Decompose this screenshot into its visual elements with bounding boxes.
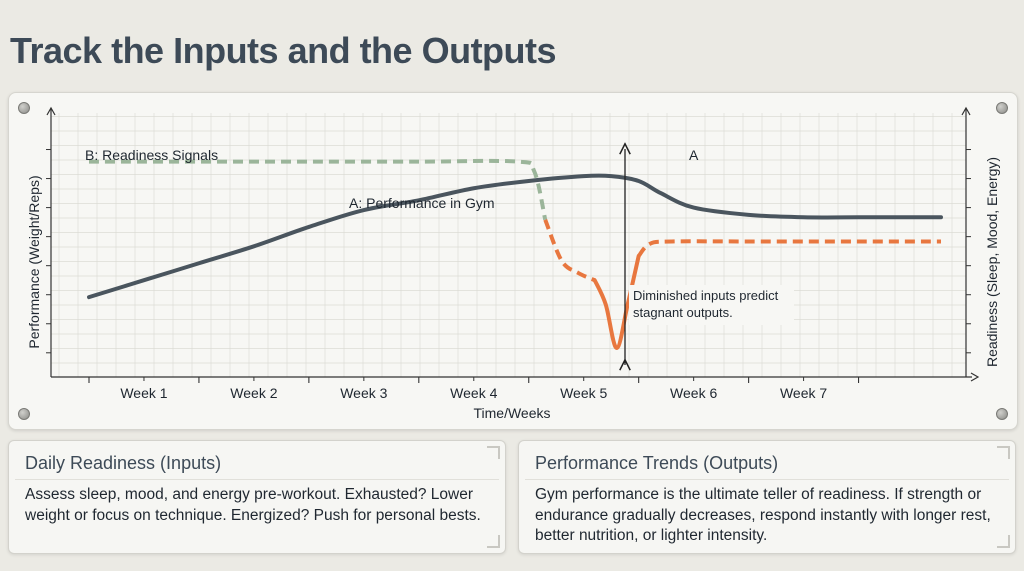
series-label-readiness: B: Readiness Signals [85, 147, 218, 163]
readiness-line-orange-recovery [637, 239, 941, 258]
card-body: Gym performance is the ultimate teller o… [535, 486, 991, 544]
x-tick-label: Week 4 [450, 385, 497, 401]
x-tick-label: Week 3 [340, 385, 387, 401]
card-divider [15, 479, 499, 480]
readiness-line-green [89, 158, 548, 221]
card-divider [525, 479, 1009, 480]
screw-icon [996, 408, 1008, 420]
chart-panel: Week 1 Week 2 Week 3 Week 4 Week 5 Week 6 Week… [8, 92, 1018, 430]
line-chart: Week 1 Week 2 Week 3 Week 4 Week 5 Week 6 Week… [26, 106, 1000, 421]
series-end-label-performance: A [689, 147, 699, 163]
card-title: Daily Readiness (Inputs) [25, 453, 222, 473]
card-body: Assess sleep, mood, and energy pre-worko… [25, 486, 481, 524]
x-tick-label: Week 5 [560, 385, 607, 401]
y-axis-label-right: Readiness (Sleep, Mood, Energy) [984, 157, 1000, 367]
corner-bracket-icon [997, 446, 1010, 459]
corner-bracket-icon [997, 535, 1010, 548]
x-tick-label: Week 1 [120, 385, 167, 401]
y-axis-arrow-icon [46, 106, 56, 116]
card-title: Performance Trends (Outputs) [535, 453, 779, 473]
chart-series [87, 158, 943, 350]
chart-axes: Week 1 Week 2 Week 3 Week 4 Week 5 Week 6 Week… [46, 106, 980, 401]
corner-bracket-icon [487, 446, 500, 459]
x-tick-label: Week 7 [780, 385, 827, 401]
screw-icon [18, 102, 30, 114]
performance-trends-card: Performance Trends (Outputs) Gym perform… [518, 440, 1016, 554]
readiness-line-orange-drop [543, 218, 596, 283]
annotation-line-1: Diminished inputs predict [633, 288, 779, 303]
corner-bracket-icon [487, 535, 500, 548]
y-axis-arrow-icon [961, 106, 971, 116]
screw-icon [996, 102, 1008, 114]
annotation-line-2: stagnant outputs. [633, 305, 733, 320]
performance-line [87, 173, 943, 300]
series-label-performance: A: Performance in Gym [349, 195, 495, 211]
screw-icon [18, 408, 30, 420]
y-axis-label-left: Performance (Weight/Reps) [26, 175, 42, 348]
x-axis-arrow-icon [970, 372, 980, 382]
x-tick-label: Week 6 [670, 385, 717, 401]
daily-readiness-card: Daily Readiness (Inputs) Assess sleep, m… [8, 440, 506, 554]
x-tick-label: Week 2 [230, 385, 277, 401]
annotation-box [629, 285, 794, 325]
x-axis-label: Time/Weeks [473, 405, 550, 421]
page-title: Track the Inputs and the Outputs [10, 30, 557, 71]
